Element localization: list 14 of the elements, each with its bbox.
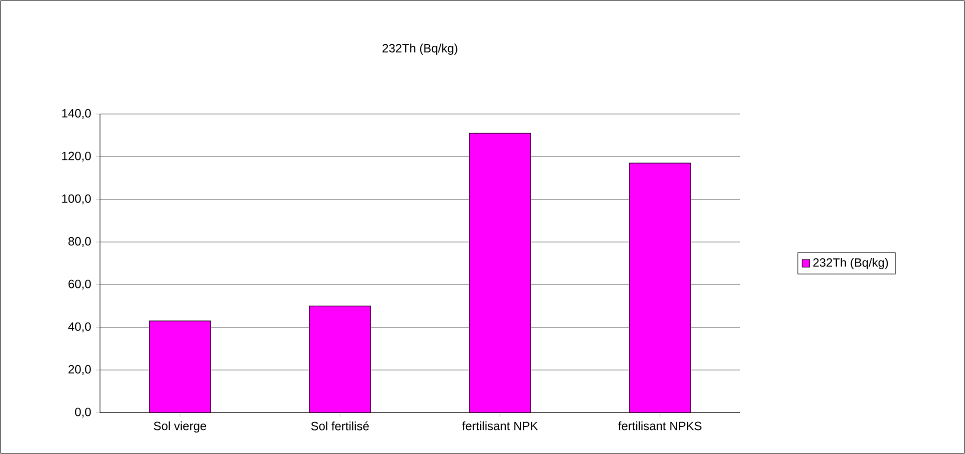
y-tick-label: 60,0 xyxy=(68,280,91,290)
y-tick-label: 20,0 xyxy=(68,365,91,375)
y-tick-label: 80,0 xyxy=(68,237,91,247)
x-tick-label: fertilisant NPK xyxy=(462,421,538,430)
y-tick-label: 0,0 xyxy=(75,408,91,418)
y-tick-label: 40,0 xyxy=(68,322,91,332)
x-tick-label: Sol vierge xyxy=(154,421,206,433)
y-tick-label: 100,0 xyxy=(62,194,91,204)
legend-label: 232Th (Bq/kg) xyxy=(813,258,888,270)
y-tick-label: 140,0 xyxy=(62,109,91,119)
y-tick-label: 120,0 xyxy=(62,152,91,162)
x-tick-label: fertilisant NPKS xyxy=(618,421,702,430)
chart-title: 232Th (Bq/kg) xyxy=(382,44,458,55)
x-tick-label: Sol fertilisé xyxy=(311,421,369,430)
